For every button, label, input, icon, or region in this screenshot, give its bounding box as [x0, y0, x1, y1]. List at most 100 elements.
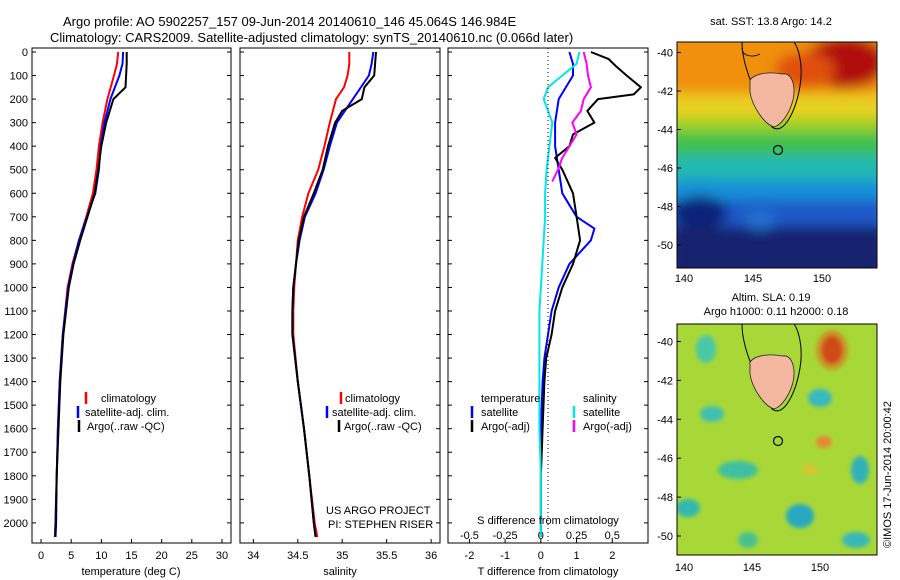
t-difference-tick-label: -1 — [500, 550, 510, 562]
sla-map-frame — [676, 323, 878, 556]
legend-climatology: climatology — [345, 393, 401, 405]
map-lat-tick-label: -48 — [657, 202, 673, 214]
depth-tick-label: 500 — [10, 165, 28, 177]
legend-t-argo: Argo(-adj) — [481, 421, 530, 433]
difference-argo-adj-line — [551, 51, 592, 182]
sst-map-frame — [676, 41, 878, 269]
temperature-tick-label: 10 — [95, 550, 107, 562]
salinity-tick-label: 35.5 — [376, 550, 397, 562]
depth-tick-label: 400 — [10, 141, 28, 153]
salinity-argo-raw-qc-line — [291, 51, 377, 538]
legend-satellite: satellite-adj. clim. — [85, 407, 169, 419]
map-lat-tick-label: -40 — [657, 337, 673, 349]
map-lat-tick-label: -50 — [657, 531, 673, 543]
temperature-tick-label: 20 — [156, 550, 168, 562]
map-lat-tick-label: -46 — [657, 163, 673, 175]
depth-tick-label: 1300 — [4, 353, 28, 365]
legend-satellite: satellite-adj. clim. — [332, 407, 416, 419]
t-difference-tick-label: 0 — [538, 550, 544, 562]
s-difference-tick-label: 0.5 — [605, 530, 620, 542]
depth-tick-label: 900 — [10, 259, 28, 271]
float-position-marker — [772, 435, 784, 447]
salinity-tick-label: 36 — [425, 550, 437, 562]
depth-tick-label: 1400 — [4, 377, 28, 389]
map-lon-tick-label: 140 — [675, 562, 693, 574]
temperature-argo-raw-qc-line — [54, 52, 128, 538]
depth-tick-label: 1500 — [4, 400, 28, 412]
salinity-axis-label: salinity — [323, 566, 357, 578]
depth-tick-label: 0 — [22, 47, 28, 59]
map-lat-tick-label: -50 — [657, 240, 673, 252]
legend-argo: Argo(..raw -QC) — [87, 421, 165, 433]
salinity-tick-label: 35 — [336, 550, 348, 562]
legend-argo: Argo(..raw -QC) — [344, 421, 422, 433]
s-difference-axis-label: S difference from climatology — [477, 515, 619, 527]
depth-tick-label: 1900 — [4, 494, 28, 506]
salinity-tick-label: 34 — [247, 550, 259, 562]
s-difference-tick-label: -0.5 — [460, 530, 479, 542]
map-lat-tick-label: -42 — [657, 375, 673, 387]
depth-tick-label: 1800 — [4, 471, 28, 483]
depth-tick-label: 600 — [10, 188, 28, 200]
temperature-axis-label: temperature (deg C) — [81, 566, 180, 578]
map-lat-tick-label: -42 — [657, 86, 673, 98]
salinity-x-axis: 34 34.5 35 35.5 36 — [247, 539, 437, 562]
salinity-profiles — [291, 51, 377, 538]
salinity-satellite-adj-clim-line — [291, 51, 375, 538]
depth-tick-label: 1700 — [4, 447, 28, 459]
depth-tick-label: 300 — [10, 118, 28, 130]
s-difference-tick-label: -0.25 — [493, 530, 518, 542]
figure-title-line2: Climatology: CARS2009. Satellite-adjuste… — [50, 30, 573, 45]
sla-map-title-line1: Altim. SLA: 0.19 — [732, 292, 811, 304]
depth-tick-label: 700 — [10, 212, 28, 224]
legend-s-argo: Argo(-adj) — [583, 421, 632, 433]
depth-tick-label: 2000 — [4, 518, 28, 530]
temperature-tick-label: 15 — [125, 550, 137, 562]
map-lon-tick-label: 140 — [675, 273, 693, 285]
depth-tick-label: 100 — [10, 71, 28, 83]
difference-satellite-line — [539, 51, 596, 537]
difference-profiles — [538, 51, 642, 537]
imos-timestamp: ©IMOS 17-Jun-2014 20:00:42 — [882, 401, 894, 548]
sla-map-axes: -40 -42 -44 -46 -48 -50 140 145 150 — [657, 337, 829, 575]
salinity-tick-label: 34.5 — [287, 550, 308, 562]
map-lon-tick-label: 150 — [813, 273, 831, 285]
sst-map-axes: -40 -42 -44 -46 -48 -50 140 145 150 — [657, 48, 831, 286]
map-lat-tick-label: -48 — [657, 492, 673, 504]
legend-header-salinity: salinity — [583, 393, 617, 405]
temperature-x-axis: 0 5 10 15 20 25 30 — [38, 539, 228, 562]
sst-map-title: sat. SST: 13.8 Argo: 14.2 — [710, 16, 832, 28]
temperature-tick-label: 30 — [216, 550, 228, 562]
map-lon-tick-label: 145 — [744, 273, 762, 285]
map-lon-tick-label: 150 — [811, 562, 829, 574]
legend-s-satellite: satellite — [583, 407, 620, 419]
difference-legend: temperature salinity satellite Argo(-adj… — [470, 393, 632, 433]
temperature-panel-frame — [31, 47, 232, 544]
pi-label: PI: STEPHEN RISER — [328, 519, 433, 531]
depth-tick-label: 1600 — [4, 424, 28, 436]
salinity-panel-frame — [239, 47, 441, 544]
sla-map-title-line2: Argo h1000: 0.11 h2000: 0.18 — [704, 306, 849, 318]
temperature-tick-label: 25 — [186, 550, 198, 562]
depth-axis: 0 100 200 300 400 500 600 700 800 900 1000 1100 1200… — [4, 47, 648, 530]
t-difference-tick-label: 2 — [609, 550, 615, 562]
map-lat-tick-label: -44 — [657, 414, 673, 426]
s-difference-tick-label: 0.25 — [566, 530, 587, 542]
salinity-climatology-line — [292, 52, 351, 538]
salinity-legend: climatology satellite-adj. clim. Argo(..… — [325, 392, 422, 433]
map-lat-tick-label: -40 — [657, 48, 673, 60]
float-position-marker — [772, 144, 784, 156]
sla-map — [677, 324, 877, 555]
figure-title-line1: Argo profile: AO 5902257_157 09-Jun-2014… — [63, 14, 517, 29]
t-difference-tick-label: 1 — [574, 550, 580, 562]
difference-satellite-line — [538, 51, 581, 537]
difference-argo-adj-line — [539, 51, 642, 537]
t-difference-axis-label: T difference from climatology — [478, 566, 619, 578]
temperature-tick-label: 0 — [38, 550, 44, 562]
map-lat-tick-label: -46 — [657, 453, 673, 465]
legend-t-satellite: satellite — [481, 407, 518, 419]
depth-tick-label: 200 — [10, 94, 28, 106]
map-lon-tick-label: 145 — [743, 562, 761, 574]
depth-tick-label: 800 — [10, 235, 28, 247]
